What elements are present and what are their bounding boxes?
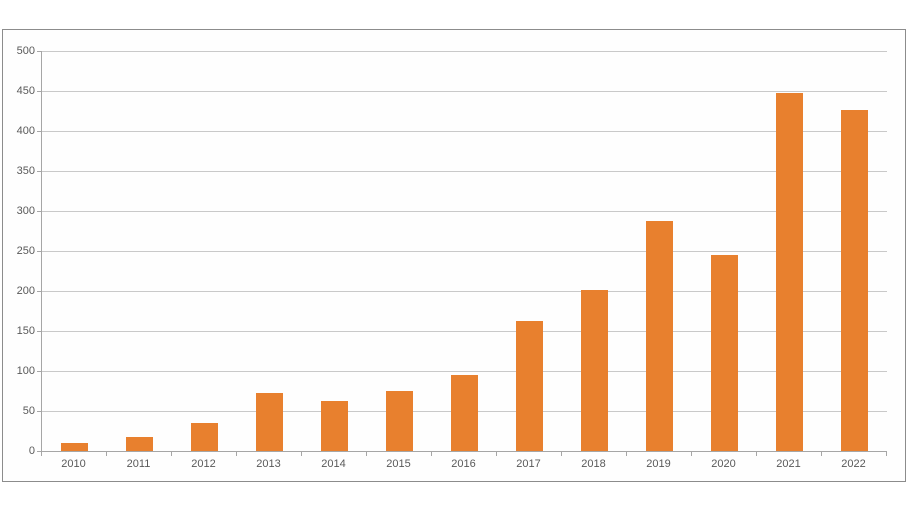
y-tick-label: 450 (16, 85, 35, 97)
y-axis-tick (37, 291, 41, 292)
gridline (42, 51, 887, 52)
y-tick-label: 350 (16, 165, 35, 177)
bar-2016 (451, 375, 478, 451)
x-axis-tick (821, 452, 822, 456)
bar-2015 (386, 391, 413, 451)
x-tick-label: 2018 (581, 458, 606, 470)
y-axis-tick (37, 131, 41, 132)
gridline (42, 331, 887, 332)
y-axis-tick (37, 51, 41, 52)
y-tick-label: 300 (16, 205, 35, 217)
x-axis-tick (756, 452, 757, 456)
x-tick-label: 2021 (776, 458, 801, 470)
bar-2021 (776, 93, 803, 451)
x-tick-label: 2013 (256, 458, 281, 470)
x-tick-label: 2011 (126, 458, 151, 470)
bar-2019 (646, 221, 673, 451)
y-axis-tick (37, 211, 41, 212)
x-tick-label: 2022 (841, 458, 866, 470)
x-tick-label: 2012 (191, 458, 216, 470)
gridline (42, 371, 887, 372)
x-axis-tick (496, 452, 497, 456)
y-axis-tick (37, 91, 41, 92)
x-tick-label: 2014 (321, 458, 346, 470)
x-axis-tick (886, 452, 887, 456)
chart-frame: 0 50 100 150 200 250 300 350 400 450 500 2010 2011 2… (2, 29, 906, 482)
bar-2014 (321, 401, 348, 451)
bar-2013 (256, 393, 283, 451)
x-tick-label: 2015 (386, 458, 411, 470)
x-axis-tick (691, 452, 692, 456)
x-axis-tick (41, 452, 42, 456)
x-axis-tick (431, 452, 432, 456)
x-tick-label: 2010 (61, 458, 86, 470)
bar-2012 (191, 423, 218, 451)
gridline (42, 131, 887, 132)
y-tick-label: 150 (16, 325, 35, 337)
y-tick-label: 0 (28, 445, 35, 457)
y-tick-label: 50 (22, 405, 35, 417)
y-tick-label: 500 (16, 45, 35, 57)
bar-2010 (61, 443, 88, 451)
x-axis-tick (301, 452, 302, 456)
x-axis-tick (171, 452, 172, 456)
x-tick-label: 2017 (516, 458, 541, 470)
y-tick-label: 100 (16, 365, 35, 377)
x-axis-tick (236, 452, 237, 456)
y-axis-tick (37, 451, 41, 452)
y-axis-tick (37, 251, 41, 252)
bar-2018 (581, 290, 608, 451)
y-axis-tick (37, 411, 41, 412)
y-tick-label: 250 (16, 245, 35, 257)
gridline (42, 91, 887, 92)
bar-2020 (711, 255, 738, 451)
y-tick-label: 200 (16, 285, 35, 297)
gridline (42, 171, 887, 172)
y-axis-tick (37, 371, 41, 372)
x-axis-tick (106, 452, 107, 456)
gridline (42, 291, 887, 292)
bar-2011 (126, 436, 153, 451)
gridline (42, 211, 887, 212)
x-tick-label: 2019 (646, 458, 671, 470)
y-axis-tick (37, 331, 41, 332)
x-tick-label: 2020 (711, 458, 736, 470)
bar-2017 (516, 321, 543, 451)
x-axis-tick (366, 452, 367, 456)
y-tick-label: 400 (16, 125, 35, 137)
x-axis-tick (626, 452, 627, 456)
x-axis-tick (561, 452, 562, 456)
gridline (42, 251, 887, 252)
plot-area (41, 51, 887, 452)
y-axis-tick (37, 171, 41, 172)
x-tick-label: 2016 (451, 458, 476, 470)
bar-2022 (841, 110, 868, 451)
